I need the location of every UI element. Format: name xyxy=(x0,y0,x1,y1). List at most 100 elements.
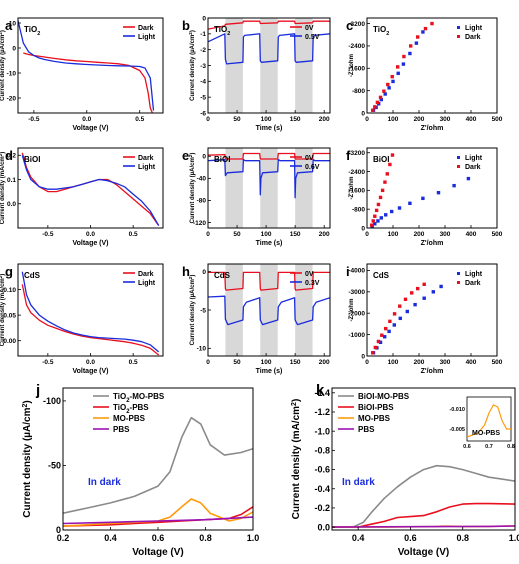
panel-letter: h xyxy=(182,264,190,279)
inset-y-tick-label: -0.005 xyxy=(449,427,465,433)
panel-letter: d xyxy=(5,148,13,163)
y-tick-label: -40 xyxy=(197,176,207,183)
data-point-dark xyxy=(373,105,377,109)
y-tick-label: -2400 xyxy=(348,169,365,176)
series-line-dark xyxy=(23,52,153,113)
x-tick-label: 0 xyxy=(365,359,369,366)
data-point-light xyxy=(392,323,396,327)
legend-label: Dark xyxy=(465,280,481,287)
data-point-dark xyxy=(374,208,379,213)
data-point-dark xyxy=(371,219,375,223)
y-tick-label: -3000 xyxy=(348,289,365,296)
series-line-pbs xyxy=(332,525,515,528)
legend-label: 0V xyxy=(305,271,314,278)
y-tick-label: -120 xyxy=(193,220,206,227)
y-tick-label: -3 xyxy=(200,63,206,70)
x-tick-label: 200 xyxy=(319,116,330,123)
legend-label: MO-PBS xyxy=(358,414,391,423)
panel-letter: b xyxy=(182,18,190,33)
data-point-dark xyxy=(410,291,414,295)
data-point-dark xyxy=(416,286,420,291)
x-tick-label: 300 xyxy=(440,231,451,238)
data-point-light xyxy=(431,290,435,294)
panel-b: 0 50 100 150 200 -6 -5 -4 -3 -2 -1 0 Time (s) Current… xyxy=(182,15,331,132)
data-point-light xyxy=(398,316,402,321)
y-tick-label: -10 xyxy=(7,70,17,77)
x-tick-label: 150 xyxy=(290,116,301,123)
y-tick-label: 0.1 xyxy=(7,177,16,184)
legend-label: Light xyxy=(465,155,483,162)
data-point-dark xyxy=(378,95,383,100)
y-axis-label: Current density (µA/cm2) xyxy=(22,400,34,517)
x-tick-label: 0.8 xyxy=(199,533,212,543)
data-point-light xyxy=(396,71,400,76)
sample-tag: CdS xyxy=(373,271,390,280)
axes-frame xyxy=(331,387,516,531)
data-point-dark xyxy=(386,82,390,87)
x-tick-label: 100 xyxy=(388,116,399,123)
data-point-dark xyxy=(378,195,383,200)
legend-label: TiO2-MO-PBS xyxy=(113,392,165,404)
y-tick-label: 0.0 xyxy=(7,201,16,208)
y-tick-label: -5 xyxy=(200,94,206,101)
x-axis-label: Z'/ohm xyxy=(421,240,444,247)
legend-label: MO-PBS xyxy=(113,414,146,423)
y-tick-label: -1600 xyxy=(348,66,365,73)
light-on-band xyxy=(225,264,243,356)
sample-tag: BiOI xyxy=(214,155,230,164)
x-tick-label: 400 xyxy=(466,359,477,366)
data-point-light xyxy=(408,201,412,205)
x-tick-label: 400 xyxy=(466,116,477,123)
panel-c: 0 100 200 300 400 500 -3200 -2400 -1600 -800 0 Z'/o… xyxy=(346,17,503,132)
plot-data xyxy=(208,20,330,65)
inset-x-tick-label: 0.7 xyxy=(485,444,493,450)
inset-frame xyxy=(466,396,512,442)
legend-label: Light xyxy=(465,25,483,32)
y-tick-label: 0 xyxy=(12,45,16,52)
y-tick-label: -6 xyxy=(200,110,206,117)
x-tick-label: 0.4 xyxy=(352,533,365,543)
legend-marker xyxy=(457,156,460,159)
data-point-light xyxy=(408,51,412,56)
legend-label: 0.6V xyxy=(305,164,320,171)
data-point-dark xyxy=(388,319,392,324)
data-point-light xyxy=(376,219,380,223)
plot-data xyxy=(371,21,434,112)
light-on-band xyxy=(260,18,278,113)
x-tick-label: 500 xyxy=(492,231,503,238)
inset-y-tick-label: -0.010 xyxy=(449,407,465,413)
panel-i: 0 100 200 300 400 500 -4000 -3000 -2000 -1000 0 Z'/… xyxy=(346,263,503,375)
data-point-dark xyxy=(373,345,378,350)
x-tick-label: 0.5 xyxy=(129,231,138,238)
data-point-light xyxy=(373,222,377,226)
panel-letter: f xyxy=(346,148,351,163)
panel-letter: c xyxy=(346,18,353,33)
x-tick-label: 200 xyxy=(414,231,425,238)
y-tick-label: 0 xyxy=(361,225,365,232)
data-point-dark xyxy=(371,351,375,355)
data-point-light xyxy=(379,216,383,220)
y-tick-label: 0 xyxy=(56,525,61,535)
legend-label: PBS xyxy=(113,425,130,434)
legend-label: Dark xyxy=(465,164,481,171)
data-point-dark xyxy=(416,35,420,39)
panel-d: -0.5 0.0 0.5 0.2 0.1 0.0 Voltage (V) Current de… xyxy=(0,147,164,247)
axes-frame xyxy=(366,263,498,357)
plot-data xyxy=(208,271,330,326)
series-line-0v xyxy=(208,20,330,30)
x-tick-label: 100 xyxy=(261,231,272,238)
x-tick-label: 50 xyxy=(233,116,241,123)
data-point-light xyxy=(436,191,441,195)
series-line-tio2-pbs xyxy=(63,506,253,527)
legend-label: Dark xyxy=(138,155,154,162)
plot-data xyxy=(63,416,253,527)
series-line-0v xyxy=(208,271,330,291)
series-line-0-3v xyxy=(208,295,330,326)
data-point-dark xyxy=(376,339,381,344)
legend-label: Dark xyxy=(138,271,154,278)
panel-g: -0.5 0.0 0.5 0.10 0.05 0.00 Voltage (V) Current… xyxy=(0,263,164,375)
series-line-light xyxy=(21,271,160,353)
y-axis-label: Current density (µA/cm2) xyxy=(188,275,197,346)
y-axis-label: Current density (mA/cm2) xyxy=(291,399,303,520)
sample-tag: TiO2 xyxy=(214,25,230,37)
